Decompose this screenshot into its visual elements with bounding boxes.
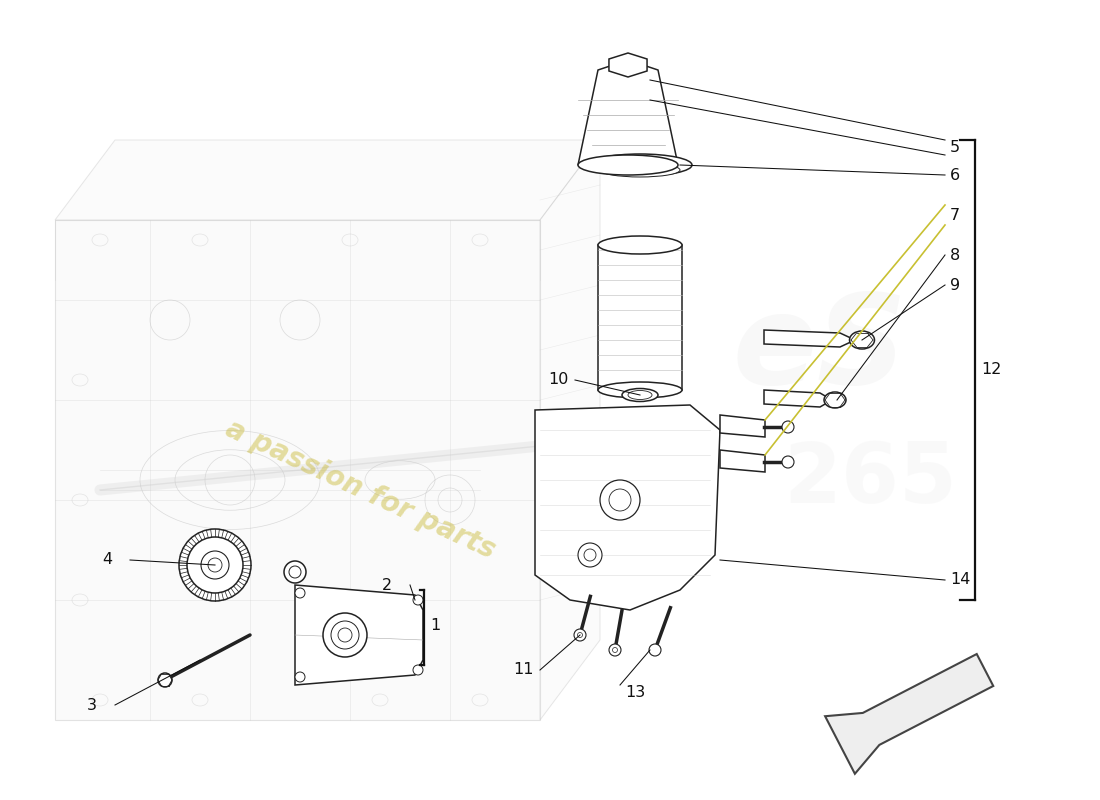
Text: 10: 10 [549, 373, 569, 387]
Text: 9: 9 [950, 278, 960, 293]
Circle shape [201, 551, 229, 579]
Circle shape [179, 529, 251, 601]
Polygon shape [764, 330, 855, 347]
Text: 4: 4 [102, 553, 112, 567]
Ellipse shape [600, 163, 680, 177]
Ellipse shape [598, 382, 682, 398]
Text: 8: 8 [950, 247, 960, 262]
Circle shape [578, 633, 583, 638]
Text: a passion for parts: a passion for parts [221, 415, 499, 565]
Circle shape [782, 421, 794, 433]
Polygon shape [764, 390, 832, 407]
Polygon shape [295, 585, 424, 685]
Circle shape [338, 628, 352, 642]
Text: eS: eS [733, 290, 908, 410]
Ellipse shape [849, 331, 875, 349]
Circle shape [323, 613, 367, 657]
Polygon shape [720, 450, 764, 472]
Polygon shape [55, 140, 600, 220]
Circle shape [284, 561, 306, 583]
Text: 14: 14 [950, 573, 970, 587]
Text: 265: 265 [783, 439, 957, 521]
Ellipse shape [621, 389, 658, 402]
Polygon shape [598, 245, 682, 390]
Circle shape [782, 456, 794, 468]
Text: 2: 2 [382, 578, 392, 593]
Ellipse shape [824, 392, 846, 408]
Text: 12: 12 [981, 362, 1001, 378]
Circle shape [158, 673, 172, 687]
Text: 3: 3 [87, 698, 97, 713]
Polygon shape [535, 405, 720, 610]
Text: 6: 6 [950, 167, 960, 182]
Polygon shape [55, 220, 540, 720]
Text: 7: 7 [950, 207, 960, 222]
Circle shape [584, 549, 596, 561]
Ellipse shape [588, 154, 692, 176]
Text: 13: 13 [625, 685, 646, 700]
Circle shape [412, 665, 424, 675]
Circle shape [331, 621, 359, 649]
Circle shape [613, 647, 617, 653]
Text: 1: 1 [430, 618, 440, 633]
Ellipse shape [578, 155, 678, 175]
Circle shape [295, 672, 305, 682]
Circle shape [600, 480, 640, 520]
Circle shape [574, 629, 586, 641]
Polygon shape [609, 53, 647, 77]
Text: 11: 11 [514, 662, 534, 678]
Circle shape [578, 543, 602, 567]
Polygon shape [540, 140, 600, 720]
Circle shape [295, 588, 305, 598]
Circle shape [649, 644, 661, 656]
Circle shape [609, 489, 631, 511]
Polygon shape [578, 60, 678, 165]
Circle shape [187, 537, 243, 593]
Ellipse shape [628, 390, 652, 399]
Text: 5: 5 [950, 141, 960, 155]
Circle shape [609, 644, 622, 656]
Ellipse shape [598, 236, 682, 254]
Circle shape [289, 566, 301, 578]
Polygon shape [720, 415, 764, 437]
Circle shape [412, 595, 424, 605]
Polygon shape [825, 654, 993, 774]
Circle shape [208, 558, 222, 572]
